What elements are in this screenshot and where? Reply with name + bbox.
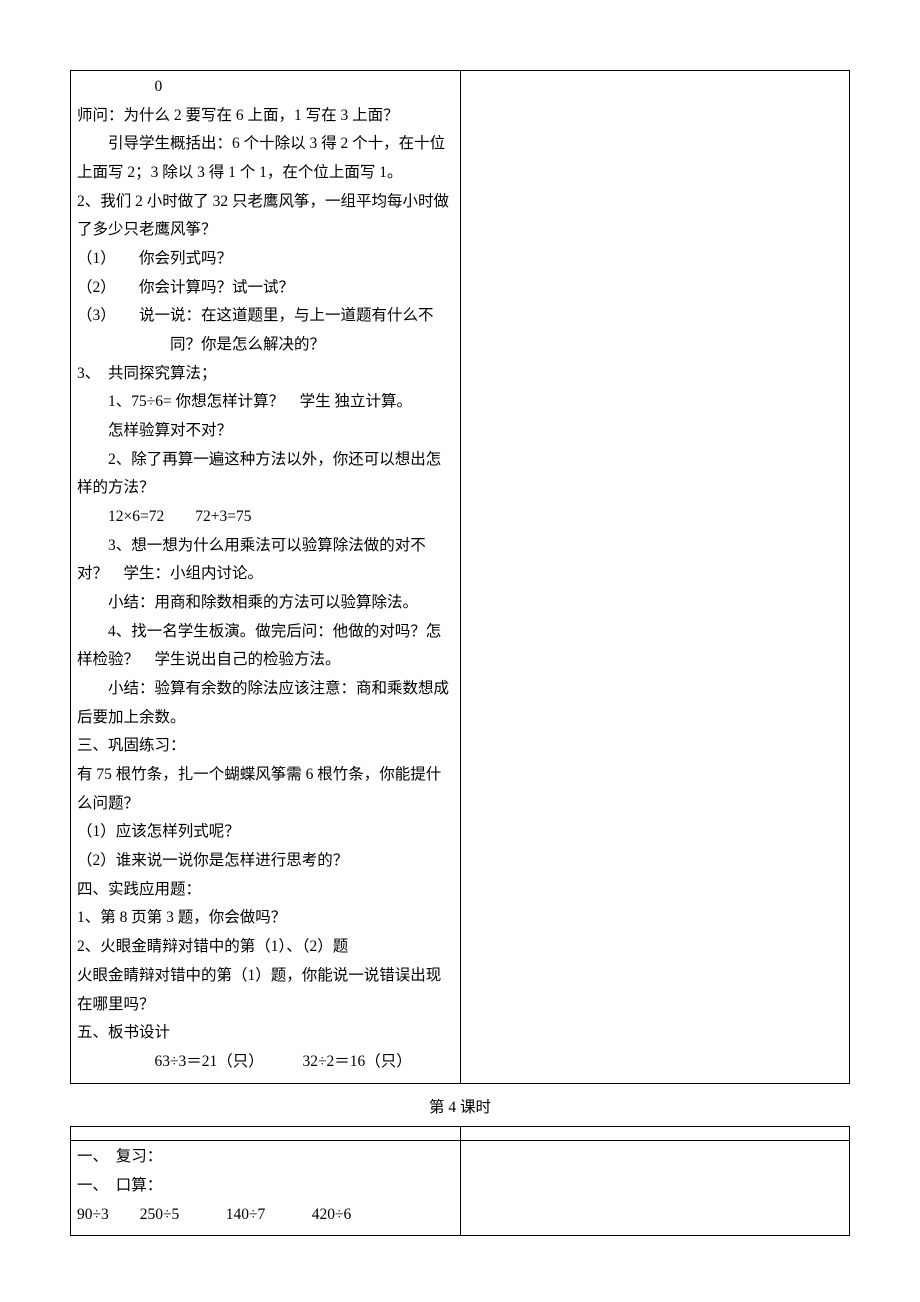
content-table-2: 一、 复习： 一、 口算： 90÷3 250÷5 140÷7 420÷6 [70,1126,850,1236]
line: 师问：为什么 2 要写在 6 上面，1 写在 3 上面？ [77,102,454,131]
line: （1） 你会列式吗？ [77,245,454,274]
line: 三、巩固练习： [77,732,454,761]
line: 12×6=72 72+3=75 [77,503,454,532]
line: 一、 口算： [77,1172,454,1201]
line: 4、找一名学生板演。做完后问：他做的对吗？怎样检验？ 学生说出自己的检验方法。 [77,618,454,675]
line: 小结：验算有余数的除法应该注意：商和乘数想成后要加上余数。 [77,675,454,732]
table2-header-left [71,1127,461,1141]
line: 五、板书设计 [77,1019,454,1048]
line: （1）应该怎样列式呢？ [77,818,454,847]
line: （2） 你会计算吗？试一试？ [77,274,454,303]
line: 有 75 根竹条，扎一个蝴蝶风筝需 6 根竹条，你能提什么问题？ [77,761,454,818]
line: 一、 复习： [77,1143,454,1172]
table1-left-cell: 0 师问：为什么 2 要写在 6 上面，1 写在 3 上面？ 引导学生概括出：6… [71,71,461,1084]
line: （2）谁来说一说你是怎样进行思考的？ [77,847,454,876]
line: 怎样验算对不对？ [77,417,454,446]
line: 90÷3 250÷5 140÷7 420÷6 [77,1201,454,1230]
table1-right-cell [460,71,850,1084]
line: 火眼金睛辩对错中的第（1）题，你能说一说错误出现在哪里吗？ [77,962,454,1019]
line: 四、实践应用题： [77,876,454,905]
line: 3、 共同探究算法； [77,360,454,389]
line: 2、除了再算一遍这种方法以外，你还可以想出怎样的方法？ [77,446,454,503]
table2-left-cell: 一、 复习： 一、 口算： 90÷3 250÷5 140÷7 420÷6 [71,1141,461,1236]
line: 1、75÷6= 你想怎样计算？ 学生 独立计算。 [77,388,454,417]
table2-right-cell [460,1141,850,1236]
line: 63÷3＝21（只） 32÷2＝16（只） [77,1048,454,1077]
line: 3、想一想为什么用乘法可以验算除法做的对不对？ 学生：小组内讨论。 [77,532,454,589]
line: 2、我们 2 小时做了 32 只老鹰风筝，一组平均每小时做了多少只老鹰风筝？ [77,188,454,245]
line: 2、火眼金睛辩对错中的第（1）、（2）题 [77,933,454,962]
line: （3） 说一说：在这道题里，与上一道题有什么不同？你是怎么解决的？ [77,302,454,359]
line: 0 [77,73,454,102]
table2-header-right [460,1127,850,1141]
content-table-1: 0 师问：为什么 2 要写在 6 上面，1 写在 3 上面？ 引导学生概括出：6… [70,70,850,1084]
line: 1、第 8 页第 3 题，你会做吗？ [77,904,454,933]
line: 引导学生概括出：6 个十除以 3 得 2 个十，在十位上面写 2；3 除以 3 … [77,130,454,187]
line: 小结：用商和除数相乘的方法可以验算除法。 [77,589,454,618]
lesson-heading: 第 4 课时 [70,1094,850,1123]
